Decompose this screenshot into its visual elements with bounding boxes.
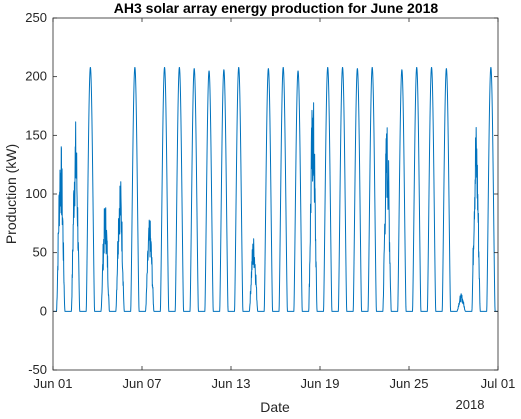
x-tick-label: Jul 01	[481, 376, 516, 391]
x-tick-label: Jun 19	[300, 376, 339, 391]
y-tick-label: 50	[33, 245, 47, 260]
x-axis-label: Date	[260, 399, 290, 415]
y-axis-label: Production (kW)	[3, 144, 19, 244]
chart-title: AH3 solar array energy production for Ju…	[114, 0, 439, 16]
y-tick-label: 0	[40, 303, 47, 318]
y-tick-label: 250	[25, 10, 47, 25]
y-tick-label: -50	[28, 362, 47, 377]
x-tick-label: Jun 13	[211, 376, 250, 391]
y-tick-label: 100	[25, 186, 47, 201]
y-axis: -50 0 50 100 150 200 250	[25, 10, 498, 377]
series-line	[52, 66, 499, 312]
x-axis-year-label: 2018	[456, 397, 485, 412]
x-axis: Jun 01 Jun 07 Jun 13 Jun 19 Jun 25 Jul 01	[33, 18, 515, 391]
series-layer	[52, 66, 499, 312]
y-tick-label: 150	[25, 127, 47, 142]
y-tick-label: 200	[25, 69, 47, 84]
x-tick-label: Jun 25	[389, 376, 428, 391]
x-tick-label: Jun 07	[122, 376, 161, 391]
x-tick-label: Jun 01	[33, 376, 72, 391]
